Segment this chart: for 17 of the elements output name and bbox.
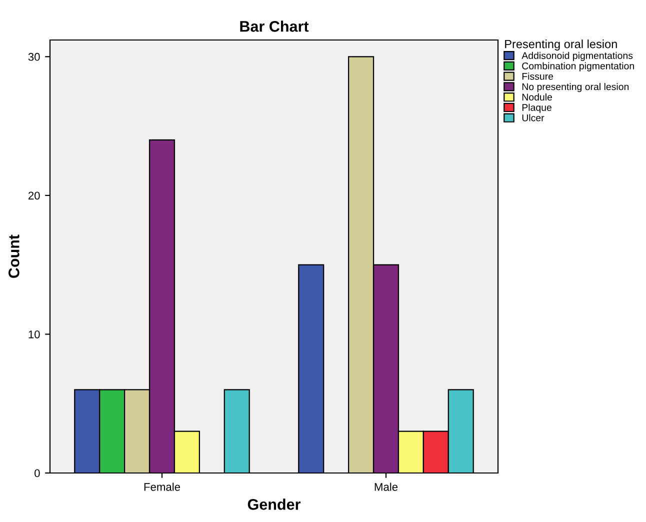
chart-title: Bar Chart xyxy=(240,20,309,32)
legend-label: Fissure xyxy=(522,72,554,80)
y-tick-label: 0 xyxy=(34,469,40,478)
legend-label: Addisonoid pigmentations xyxy=(522,52,633,61)
x-axis-title: Gender xyxy=(248,498,301,510)
y-tick-label: 30 xyxy=(28,52,40,61)
legend-label: Plaque xyxy=(522,104,552,113)
x-tick-label: Male xyxy=(374,482,398,491)
y-axis-title: Count xyxy=(8,234,20,278)
x-tick-label: Female xyxy=(144,482,180,491)
legend-title: Presenting oral lesion xyxy=(505,40,617,51)
legend-label: Combination pigmentation xyxy=(522,62,634,72)
legend-label: Nodule xyxy=(522,93,552,101)
legend-label: Ulcer xyxy=(522,114,544,122)
legend-label: No presenting oral lesion xyxy=(522,83,629,92)
y-tick-label: 20 xyxy=(28,192,40,200)
y-tick-label: 10 xyxy=(28,330,40,338)
